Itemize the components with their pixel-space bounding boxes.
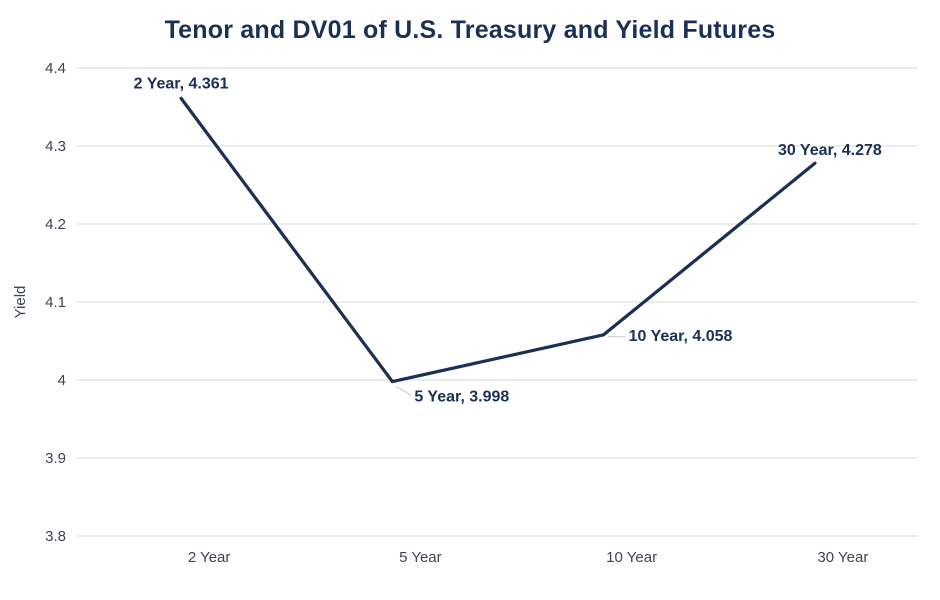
data-point-label: 5 Year, 3.998 — [414, 389, 509, 406]
x-axis-label: 5 Year — [399, 549, 442, 566]
y-tick-label: 4.4 — [45, 60, 66, 77]
x-axis-label: 2 Year — [188, 549, 231, 566]
y-tick-label: 4 — [58, 372, 66, 389]
chart-title: Tenor and DV01 of U.S. Treasury and Yiel… — [164, 16, 776, 44]
data-point-label: 2 Year, 4.361 — [134, 75, 229, 92]
y-tick-label: 4.2 — [45, 216, 66, 233]
yield-series-line — [179, 96, 817, 384]
y-axis-title: Yield — [12, 286, 29, 319]
leader-line — [396, 386, 412, 396]
x-axis-label: 10 Year — [606, 549, 657, 566]
y-tick-label: 4.1 — [45, 294, 66, 311]
data-point-label: 10 Year, 4.058 — [629, 328, 733, 345]
y-tick-label: 4.3 — [45, 138, 66, 155]
x-axis-label: 30 Year — [817, 549, 868, 566]
y-tick-label: 3.9 — [45, 450, 66, 467]
y-tick-label: 3.8 — [45, 528, 66, 545]
data-point-label: 30 Year, 4.278 — [778, 142, 882, 159]
